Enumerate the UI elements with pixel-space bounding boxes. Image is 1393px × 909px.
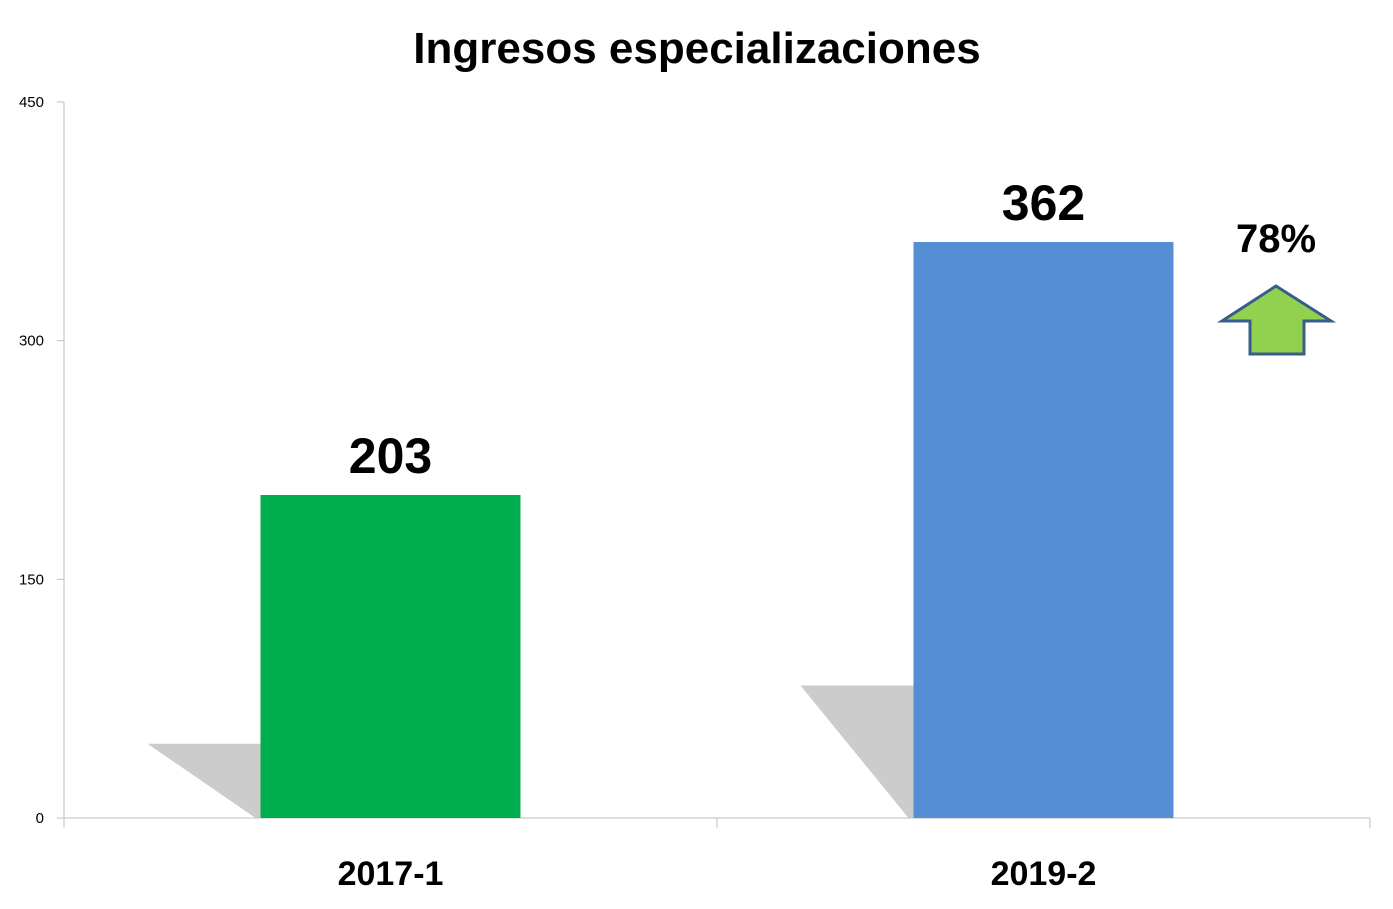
y-tick-label: 300	[19, 333, 44, 350]
bar-shadow	[147, 743, 261, 818]
bar-shadow	[800, 685, 914, 818]
bars	[260, 242, 1174, 819]
data-labels: 203 362	[349, 175, 1085, 484]
y-tick-label: 450	[19, 94, 44, 111]
category-label: 2019-2	[991, 855, 1097, 893]
y-tick-label: 150	[19, 571, 44, 588]
y-axis-ticks: 0 150 300 450	[19, 94, 64, 827]
up-arrow-icon	[1216, 284, 1337, 356]
chart-title: Ingresos especializaciones	[413, 24, 980, 73]
category-label: 2017-1	[338, 855, 444, 893]
bar	[913, 242, 1174, 819]
bar	[260, 495, 521, 818]
data-label: 203	[349, 428, 432, 484]
growth-percent-label: 78%	[1236, 217, 1316, 261]
x-axis-ticks	[63, 818, 1371, 828]
category-labels: 2017-1 2019-2	[338, 855, 1097, 893]
growth-annotation: 78%	[1216, 217, 1337, 356]
bar-shadows	[147, 685, 914, 818]
data-label: 362	[1002, 175, 1085, 231]
y-tick-label: 0	[36, 810, 44, 827]
